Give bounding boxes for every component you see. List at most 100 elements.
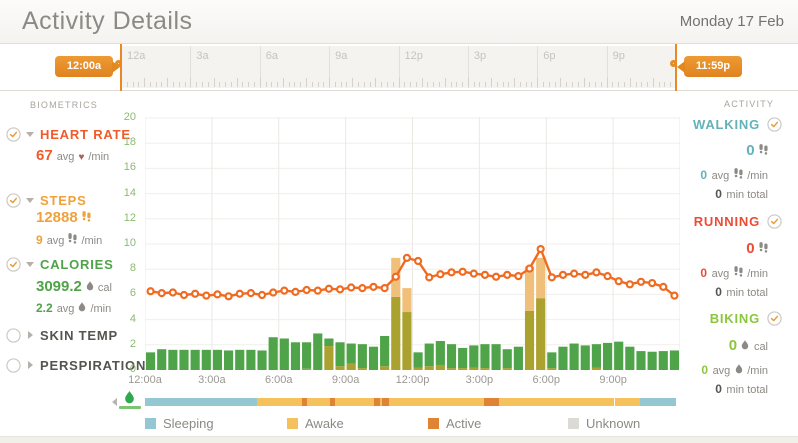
timeline-tick	[398, 78, 400, 87]
y-tick-label: 6	[129, 287, 136, 300]
bar-segment-green	[324, 338, 334, 347]
line-marker	[636, 277, 646, 286]
chevron-right-icon[interactable]	[28, 361, 33, 369]
empty-circle-icon[interactable]	[6, 327, 21, 343]
state-segment-sleeping	[640, 398, 676, 406]
bar-segment-tan	[524, 266, 535, 311]
timeline-tick	[190, 78, 192, 87]
timeline-tick	[253, 82, 255, 87]
steps-label: STEPS	[40, 192, 87, 208]
line-marker	[447, 268, 456, 277]
timeline-tick	[340, 82, 342, 87]
timeline-track[interactable]: 12a 3a 6a 9a 12p 3p 6p 9p	[121, 46, 676, 88]
date-label: Monday 17 Feb	[679, 13, 784, 30]
chevron-down-icon[interactable]	[26, 197, 34, 203]
biometric-perspiration[interactable]: PERSPIRATION	[0, 357, 145, 373]
timeline-tick	[271, 82, 273, 87]
timeline-tick	[566, 82, 568, 87]
timeline-tick	[508, 82, 510, 87]
bar-segment-olive	[380, 366, 390, 370]
legend-label: Awake	[305, 416, 344, 431]
activity-heading: ACTIVITY	[724, 99, 775, 109]
biometric-calories[interactable]: CALORIES	[0, 256, 142, 272]
empty-circle-icon[interactable]	[6, 357, 21, 373]
line-marker	[425, 273, 434, 282]
line-marker	[592, 268, 601, 277]
bar-segment-green	[469, 345, 479, 368]
bar-segment-green	[290, 342, 301, 370]
line-marker	[503, 270, 512, 279]
steps-icon	[734, 264, 743, 281]
x-tick-label: 3:00p	[465, 374, 494, 386]
timeline-tick-label: 9a	[335, 50, 348, 62]
biometric-steps[interactable]: STEPS	[0, 192, 142, 208]
bar-segment-green	[246, 349, 256, 370]
timeline-tick	[230, 82, 232, 87]
timeline-end-handle[interactable]: 11:59p	[677, 56, 742, 77]
timeline-start-handle[interactable]: 12:00a	[55, 56, 120, 77]
per-min-label: /min	[747, 365, 768, 377]
timeline-tick	[456, 82, 458, 87]
calories-avg-stat: 2.2 avg /min	[36, 299, 111, 317]
avg-label: avg	[711, 170, 730, 182]
timeline-tick	[282, 78, 284, 87]
activity-walking[interactable]: WALKING	[690, 116, 790, 132]
check-circle-icon[interactable]	[767, 310, 782, 326]
timeline-tick	[537, 78, 539, 87]
line-marker	[436, 270, 445, 279]
bar-segment-green	[268, 337, 278, 370]
page-title: Activity Details	[22, 7, 193, 35]
timeline-end-knob[interactable]	[670, 60, 677, 67]
timeline-tick	[618, 82, 620, 87]
timeline-tick	[427, 82, 429, 87]
bar-segment-tan	[536, 257, 546, 299]
check-circle-icon[interactable]	[6, 256, 21, 272]
steps-total-stat: 12888	[36, 209, 91, 227]
timeline-start-knob[interactable]	[115, 60, 122, 67]
legend-label: Sleeping	[163, 416, 214, 431]
timeline-tick	[462, 82, 464, 87]
activity-biking[interactable]: BIKING	[690, 310, 790, 326]
walking-steps-stat: 0	[656, 142, 768, 160]
axis-selector-flame-icon[interactable]	[124, 391, 135, 409]
timeline-tick	[577, 82, 579, 87]
bar-segment-green	[491, 344, 501, 370]
axis-selector-left-arrow-icon[interactable]	[112, 398, 117, 406]
timeline-tick	[612, 82, 614, 87]
biometric-skin-temp[interactable]: SKIN TEMP	[0, 327, 142, 343]
timeline-tick	[589, 82, 591, 87]
per-min-label: /min	[747, 268, 768, 280]
timeline-tick	[161, 82, 163, 87]
y-tick-label: 0	[129, 363, 136, 375]
y-tick-label: 4	[129, 312, 136, 325]
bar-segment-green	[669, 350, 679, 370]
timeline-tick	[358, 82, 360, 87]
bar-segment-olive	[458, 368, 468, 370]
check-circle-icon[interactable]	[767, 116, 782, 132]
chevron-down-icon[interactable]	[26, 131, 34, 137]
header: Activity Details Monday 17 Feb	[0, 0, 798, 44]
skin-temp-label: SKIN TEMP	[40, 327, 118, 343]
bar-segment-green	[224, 350, 234, 370]
timeline-end-label: 11:59p	[695, 60, 731, 72]
line-marker	[581, 270, 590, 279]
timeline-tick-label: 12p	[404, 50, 423, 62]
timeline-tick	[647, 82, 649, 87]
bar-segment-green	[636, 351, 646, 370]
timeline-tick	[635, 82, 637, 87]
bar-segment-green	[569, 343, 579, 370]
chevron-right-icon[interactable]	[28, 331, 33, 339]
bar-segment-green	[368, 346, 379, 370]
chevron-down-icon[interactable]	[26, 261, 34, 267]
check-circle-icon[interactable]	[767, 213, 782, 229]
steps-avg-value: 9	[36, 233, 43, 247]
bar-segment-green	[313, 333, 323, 370]
biometric-heart-rate[interactable]: HEART RATE	[0, 126, 142, 142]
min-total-label: min total	[726, 189, 768, 201]
footer-strip	[0, 436, 798, 443]
line-marker	[391, 272, 400, 281]
check-circle-icon[interactable]	[6, 126, 21, 142]
check-circle-icon[interactable]	[6, 192, 21, 208]
activity-running[interactable]: RUNNING	[690, 213, 790, 229]
steps-icon	[759, 240, 768, 257]
